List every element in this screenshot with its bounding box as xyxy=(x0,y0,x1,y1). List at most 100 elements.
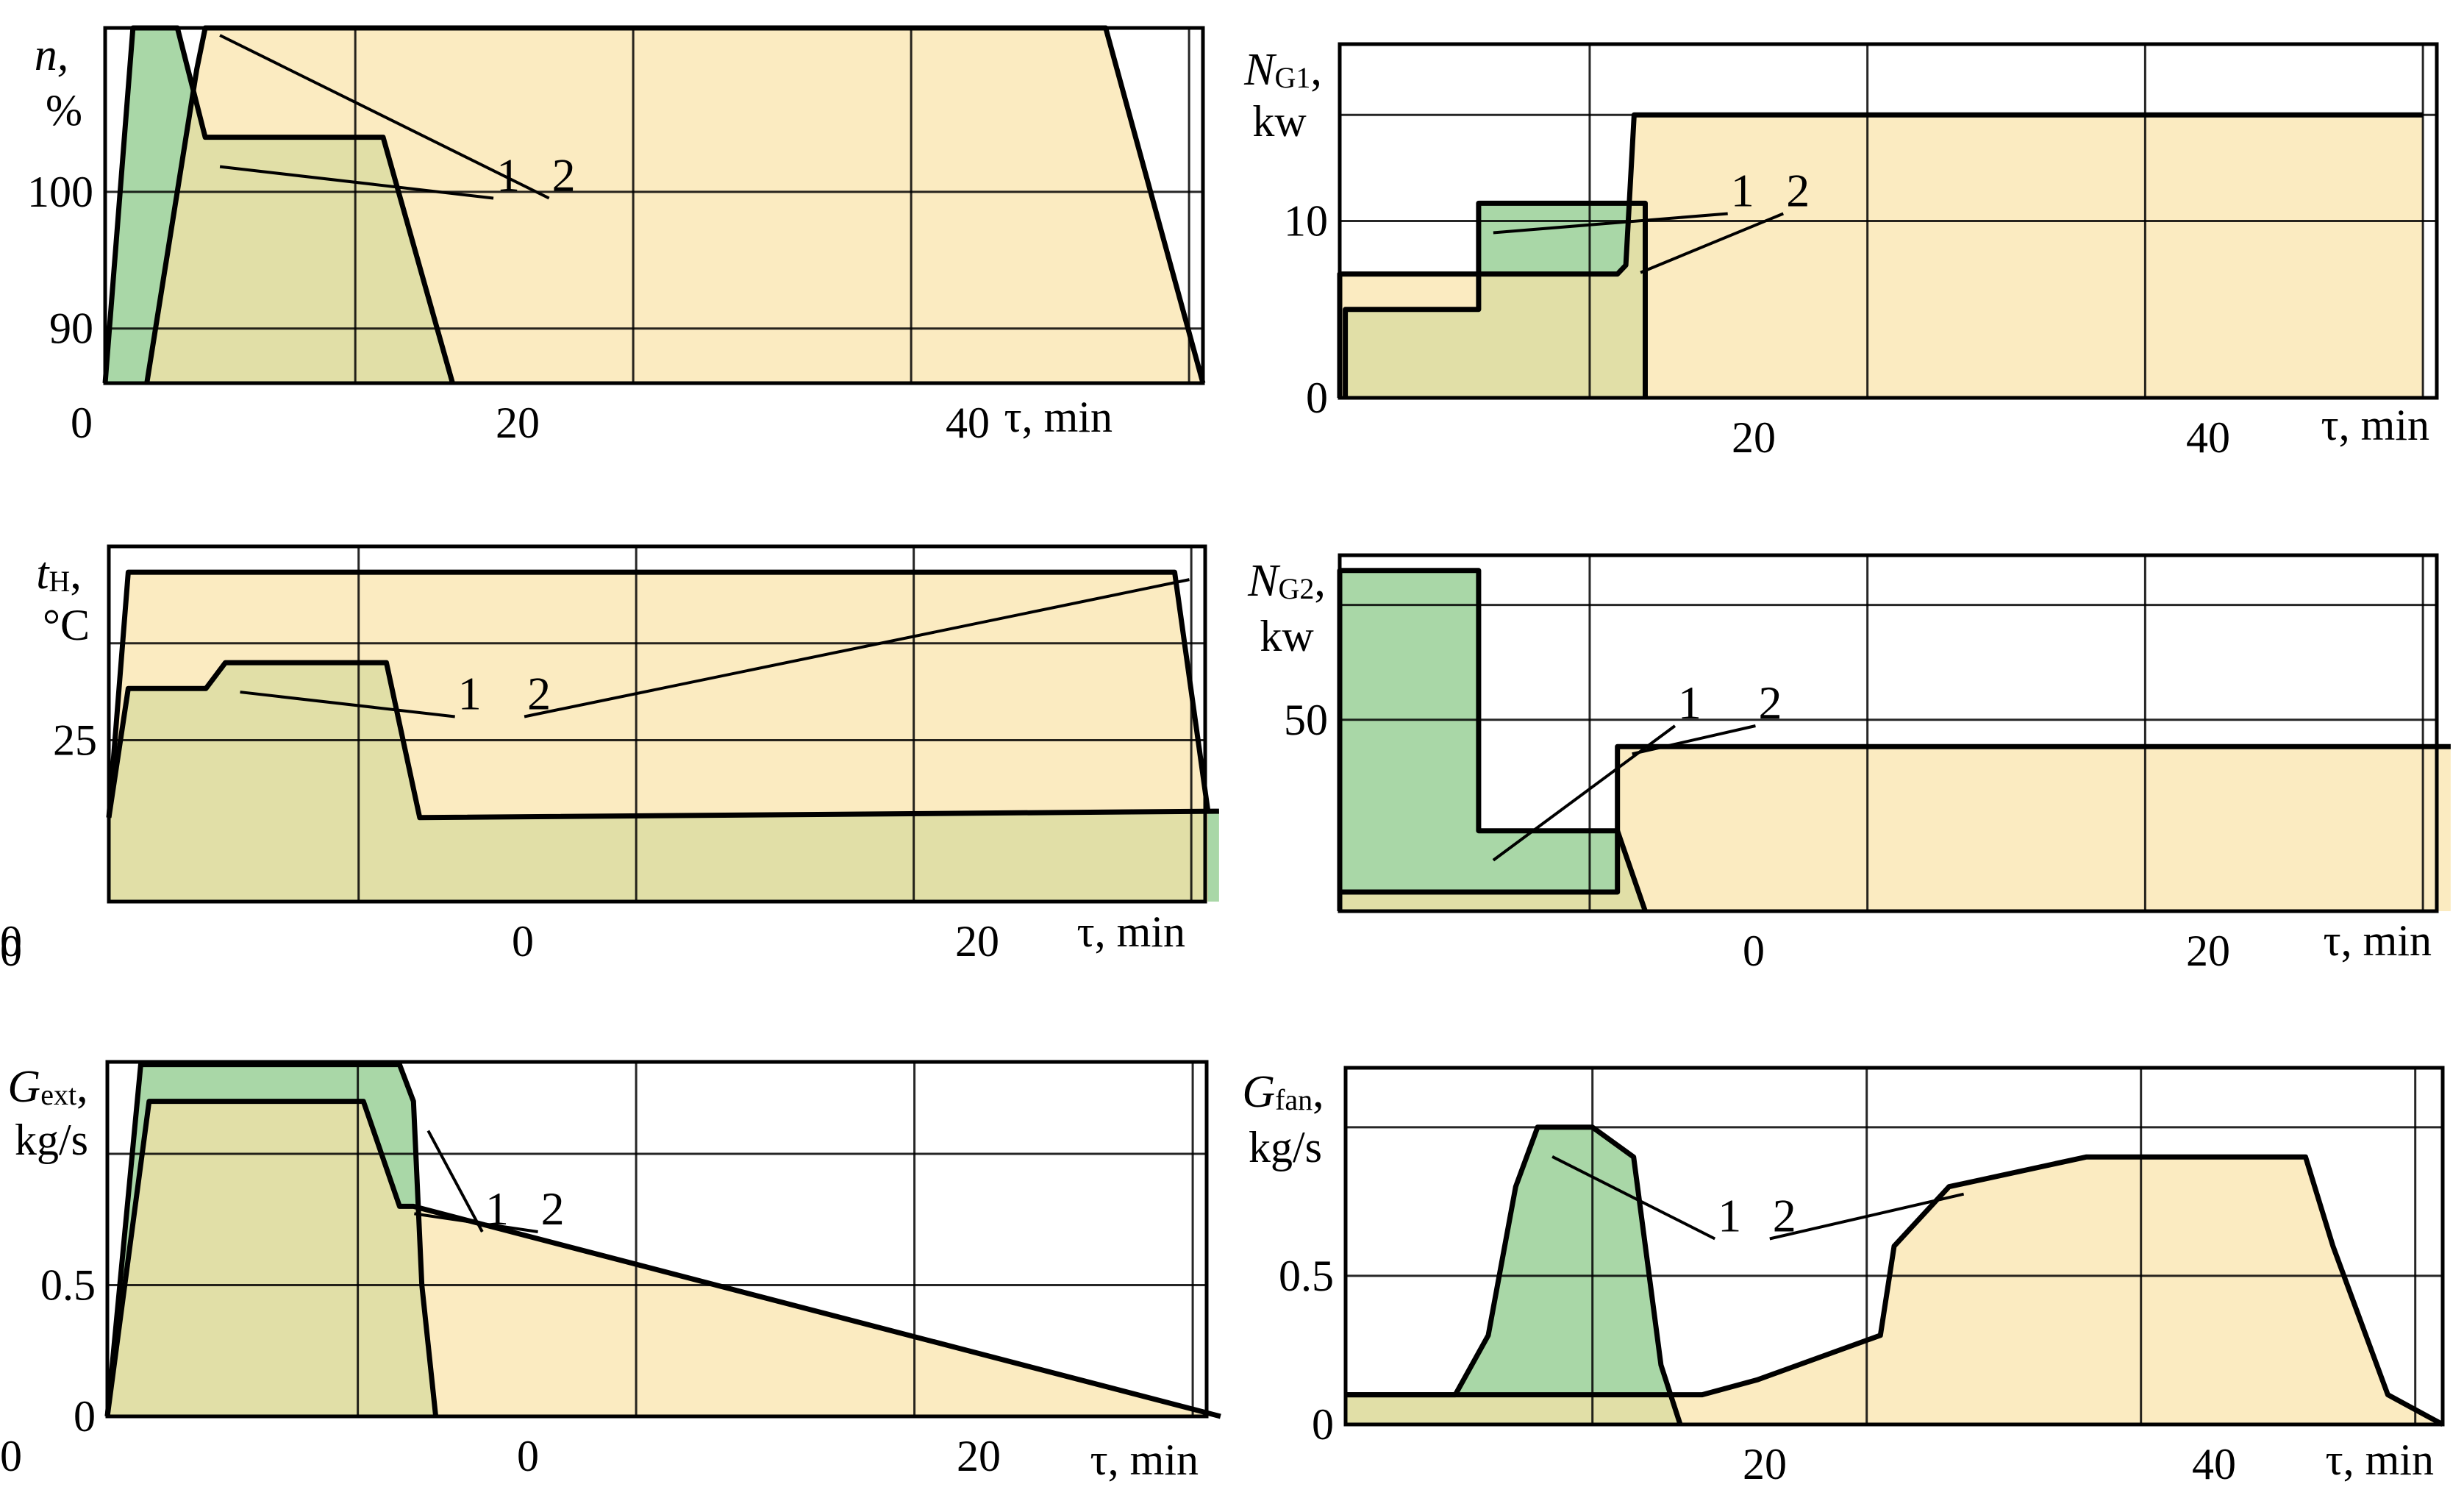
x-axis-label: τ, min xyxy=(2324,916,2432,965)
series-2-area xyxy=(109,572,1208,902)
y-axis-label-subscript: fan xyxy=(1275,1083,1313,1116)
x-tick-label: 40 xyxy=(0,1432,22,1480)
y-axis-label-symbol: t xyxy=(36,549,50,599)
series-1-line xyxy=(102,25,455,384)
y-axis-label-symbol: G xyxy=(7,1062,40,1112)
series-2-area xyxy=(146,28,1204,383)
plot-frame xyxy=(1338,553,2439,913)
series-1-leader xyxy=(1551,1155,1716,1241)
y-axis-label: NG1, xyxy=(1243,45,1322,95)
plot-frame xyxy=(1343,1066,2445,1427)
series-1-label: 1 xyxy=(1678,677,1701,729)
series-1-leader xyxy=(426,1130,484,1233)
series-2-leader xyxy=(414,1212,538,1233)
y-axis-unit: kg/s xyxy=(15,1116,88,1164)
series-2-line xyxy=(1346,1154,2444,1427)
y-axis-label: Gfan, xyxy=(1242,1067,1324,1117)
y-tick-label: 10 xyxy=(1284,197,1328,246)
y-axis-label-subscript: G1 xyxy=(1274,61,1310,94)
x-tick-label: 40 xyxy=(0,927,22,975)
x-axis-label: τ, min xyxy=(2321,401,2429,449)
chart-panel-2: 1 2 20 40 0 10 τ, min NG1,kw xyxy=(1243,42,2439,462)
series-2-area xyxy=(1340,115,2424,398)
y-axis-label-symbol: G xyxy=(1242,1067,1275,1117)
y-axis-label-symbol: n, xyxy=(35,30,69,80)
chart-panel-6: 1 2 20 40 0 0.5 τ, min Gfan, kg/s xyxy=(1242,1066,2445,1488)
series-1-line xyxy=(1343,200,1648,398)
y-axis-label-subscript: ext xyxy=(40,1078,76,1111)
x-axis-label: τ, min xyxy=(1004,393,1113,441)
y-tick-label: 0 xyxy=(74,1392,96,1441)
series-1-area xyxy=(1340,570,1646,911)
plot-frame xyxy=(105,1060,1209,1419)
x-tick-label: 40 xyxy=(2186,413,2230,462)
y-axis-label-subscript: G2 xyxy=(1278,572,1314,605)
series-2-leader xyxy=(524,578,1190,718)
x-tick-label: 0 xyxy=(512,917,534,966)
x-tick-label: 20 xyxy=(957,1432,1001,1480)
series-1-line xyxy=(106,660,1219,821)
y-axis-label: tH, xyxy=(36,549,82,599)
series-1-label: 1 xyxy=(458,668,482,720)
series-2-label: 2 xyxy=(1758,677,1782,729)
y-axis-label: NG2, xyxy=(1247,556,1326,606)
x-tick-label: 0 xyxy=(1743,927,1765,975)
series-1-leader xyxy=(240,691,455,718)
plot-frame xyxy=(1338,42,2439,400)
series-2-leader xyxy=(1632,724,1756,756)
plot-frame xyxy=(103,26,1205,385)
x-tick-label: 40 xyxy=(2192,1440,2236,1488)
series-1-leader xyxy=(1492,724,1676,862)
x-tick-label: 0 xyxy=(71,399,93,447)
series-1-leader xyxy=(219,165,494,200)
y-axis-label-comma: , xyxy=(1313,1067,1324,1117)
series-2-area xyxy=(1346,1157,2443,1424)
y-axis-unit: °C xyxy=(43,601,90,649)
series-2-label: 2 xyxy=(527,668,551,720)
x-axis-label: τ, min xyxy=(1090,1435,1199,1484)
x-axis-label: τ, min xyxy=(1077,907,1185,956)
x-tick-label: 40 xyxy=(0,917,22,966)
series-2-label: 2 xyxy=(552,149,576,201)
series-2-label: 2 xyxy=(1786,165,1810,217)
y-axis-label-subscript: H xyxy=(49,565,70,598)
y-axis-unit: kw xyxy=(1260,612,1314,660)
series-2-leader xyxy=(219,34,550,200)
series-2-area xyxy=(107,1101,1221,1416)
series-2-leader xyxy=(1640,212,1785,274)
x-tick-label: 20 xyxy=(955,917,999,966)
y-tick-label: 100 xyxy=(27,168,93,216)
y-tick-label: 25 xyxy=(53,716,97,764)
series-2-label: 2 xyxy=(1773,1190,1796,1242)
series-1-leader xyxy=(1493,212,1728,235)
x-tick-label: 0 xyxy=(517,1432,539,1480)
y-axis-unit: kg/s xyxy=(1249,1123,1322,1171)
y-tick-label: 0 xyxy=(1312,1400,1334,1449)
y-axis-label: Gext, xyxy=(7,1062,88,1112)
y-axis-label-symbol: N xyxy=(1247,556,1281,606)
x-axis-label: τ, min xyxy=(2326,1435,2434,1484)
plot-frame xyxy=(107,544,1207,904)
series-1-line xyxy=(104,1062,439,1417)
series-1-label: 1 xyxy=(1718,1190,1741,1242)
y-axis-label-comma: , xyxy=(76,1062,88,1112)
series-2-line xyxy=(1340,743,2451,895)
y-axis-label-comma: , xyxy=(1310,45,1322,95)
x-tick-label: 20 xyxy=(1732,413,1776,462)
y-tick-label: 0.5 xyxy=(1279,1252,1334,1300)
y-tick-label: 90 xyxy=(49,304,93,353)
y-tick-label: 50 xyxy=(1284,696,1328,744)
y-axis-label-symbol: N xyxy=(1243,45,1277,95)
y-axis-label-comma: , xyxy=(70,549,82,599)
y-axis-label-comma: , xyxy=(1314,556,1326,606)
y-axis-label: n, xyxy=(35,30,69,80)
series-1-label: 1 xyxy=(1731,165,1754,217)
x-tick-label: 20 xyxy=(1743,1440,1787,1488)
y-tick-label: 0.5 xyxy=(40,1260,96,1309)
x-tick-label: 20 xyxy=(496,399,540,447)
